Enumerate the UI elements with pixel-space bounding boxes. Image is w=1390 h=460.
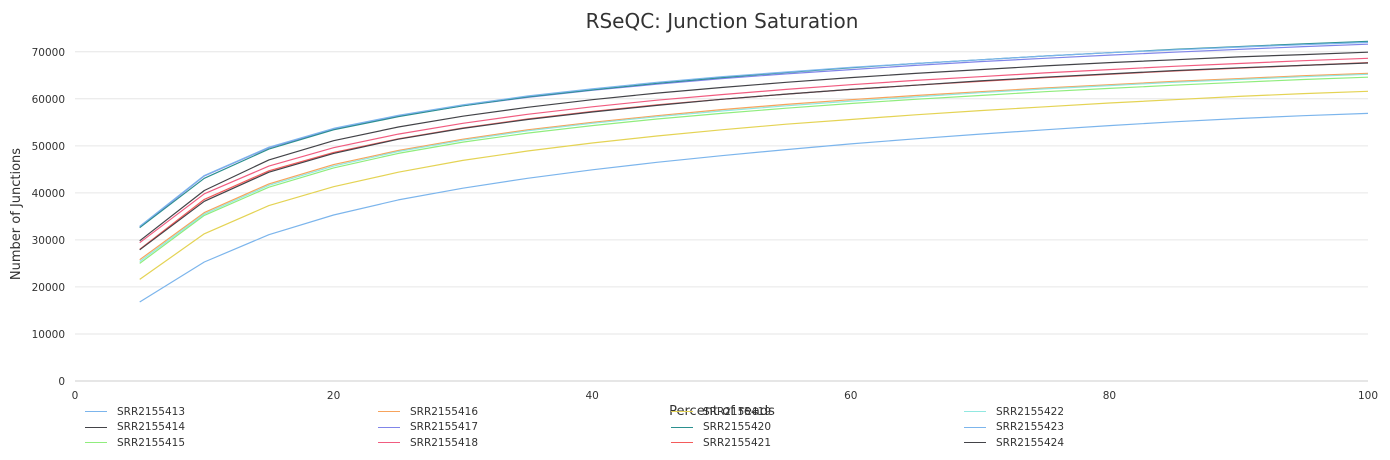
legend-item[interactable]: SRR2155423 <box>964 420 1064 435</box>
series-line-SRR2155414[interactable] <box>139 51 1369 242</box>
legend-item[interactable]: SRR2155417 <box>378 420 478 435</box>
series-line-SRR2155424[interactable] <box>139 62 1369 251</box>
legend-swatch <box>378 442 400 443</box>
x-axis-ticks: 0 20 40 60 80 100 <box>72 390 1378 400</box>
legend-item[interactable]: SRR2155416 <box>378 404 478 419</box>
legend-swatch <box>671 442 693 443</box>
series-lines <box>139 40 1369 303</box>
y-tick-label: 10000 <box>32 329 65 341</box>
legend-label: SRR2155424 <box>996 436 1065 449</box>
legend-swatch <box>964 411 986 412</box>
legend-label: SRR2155413 <box>117 405 186 418</box>
gridlines <box>75 51 1368 382</box>
legend-item[interactable]: SRR2155421 <box>671 435 771 450</box>
legend-swatch <box>85 426 107 428</box>
y-tick-label: 40000 <box>32 188 65 200</box>
legend-swatch <box>964 442 986 443</box>
series-line-SRR2155417[interactable] <box>139 43 1369 228</box>
x-tick-label: 20 <box>327 390 340 400</box>
x-tick-label: 40 <box>586 390 599 400</box>
legend-swatch <box>378 426 400 428</box>
legend: SRR2155413 SRR2155414 SRR2155415 SRR2155416… <box>85 404 1385 456</box>
series-line-SRR2155420[interactable] <box>139 40 1369 229</box>
y-tick-label: 0 <box>58 376 65 388</box>
y-tick-label: 20000 <box>32 282 65 294</box>
series-line-SRR2155413[interactable] <box>139 112 1369 303</box>
legend-item[interactable]: SRR2155415 <box>85 435 185 450</box>
x-tick-label: 0 <box>72 390 79 400</box>
legend-label: SRR2155421 <box>703 436 772 449</box>
legend-item[interactable]: SRR2155414 <box>85 420 185 435</box>
legend-item[interactable]: SRR2155424 <box>964 435 1064 450</box>
x-tick-label: 100 <box>1358 390 1378 400</box>
legend-label: SRR2155417 <box>410 421 479 433</box>
legend-swatch <box>671 426 693 428</box>
legend-label: SRR2155423 <box>996 421 1065 433</box>
legend-label: SRR2155416 <box>410 405 479 418</box>
legend-swatch <box>85 411 107 412</box>
legend-item[interactable]: SRR2155422 <box>964 404 1064 419</box>
legend-label: SRR2155414 <box>117 421 186 433</box>
series-line-SRR2155423[interactable] <box>139 41 1369 227</box>
legend-item[interactable]: SRR2155420 <box>671 420 771 435</box>
legend-item[interactable]: SRR2155413 <box>85 404 185 419</box>
series-line-SRR2155419[interactable] <box>139 90 1369 280</box>
legend-swatch <box>378 411 400 412</box>
legend-label: SRR2155422 <box>996 405 1065 418</box>
series-line-SRR2155415[interactable] <box>139 76 1369 264</box>
legend-item[interactable]: SRR2155418 <box>378 435 478 450</box>
y-axis-label: Number of Junctions <box>9 148 24 280</box>
x-tick-label: 60 <box>844 390 857 400</box>
x-axis-label: Percent of reads <box>669 404 775 419</box>
y-tick-label: 30000 <box>32 235 65 247</box>
chart-title: RSeQC: Junction Saturation <box>586 9 859 33</box>
legend-swatch <box>964 426 986 428</box>
legend-label: SRR2155420 <box>703 421 772 433</box>
legend-swatch <box>671 411 693 412</box>
y-axis-ticks: 0 10000 20000 30000 40000 50000 60000 70000 <box>32 47 65 388</box>
series-line-SRR2155422[interactable] <box>139 73 1369 262</box>
legend-label: SRR2155415 <box>117 436 186 449</box>
legend-label: SRR2155418 <box>410 436 479 449</box>
legend-swatch <box>85 442 107 443</box>
legend-item[interactable]: SRR2155419 <box>671 404 771 419</box>
y-tick-label: 60000 <box>32 94 65 106</box>
series-line-SRR2155418[interactable] <box>139 57 1369 244</box>
series-line-SRR2155416[interactable] <box>139 72 1369 261</box>
y-tick-label: 50000 <box>32 141 65 153</box>
y-tick-label: 70000 <box>32 47 65 59</box>
chart-area: RSeQC: Junction Saturation 0 10000 20000 30… <box>9 9 1378 400</box>
x-tick-label: 80 <box>1103 390 1116 400</box>
legend-label: SRR2155419 <box>703 405 772 418</box>
